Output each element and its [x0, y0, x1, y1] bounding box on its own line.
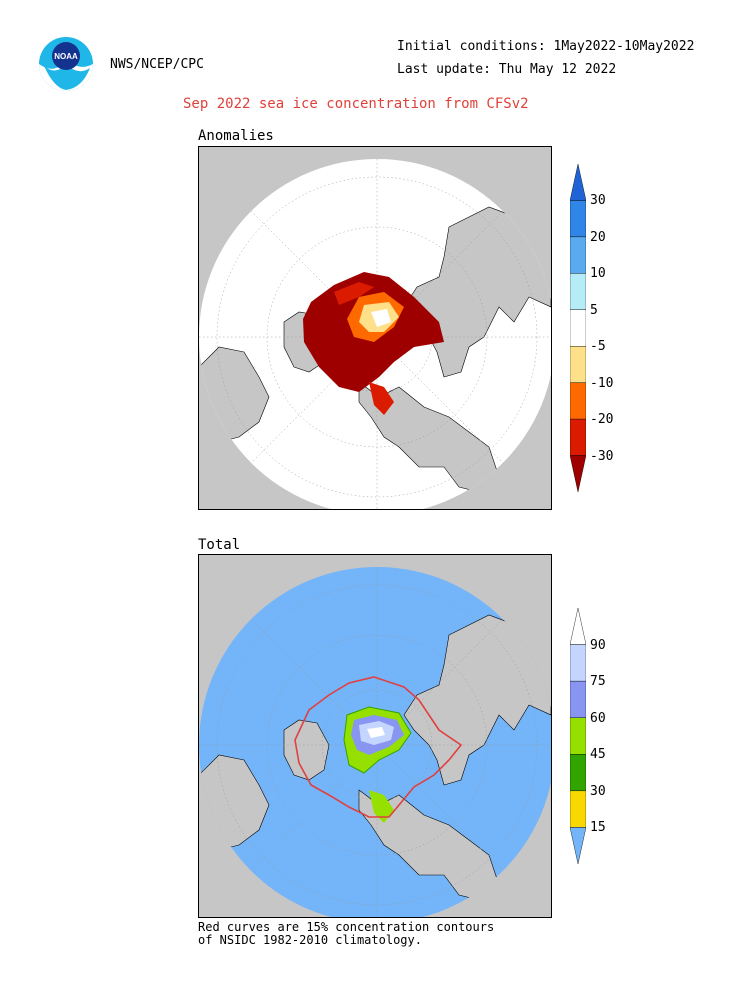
colorbar-label: 5 — [590, 302, 598, 318]
colorbar-label: 30 — [590, 783, 606, 799]
total-map — [198, 554, 552, 918]
colorbar-swatch — [569, 236, 587, 274]
colorbar-label: 10 — [590, 266, 606, 282]
colorbar-swatch — [569, 607, 587, 645]
colorbar-label: -5 — [590, 339, 606, 355]
total-colorbar-graphic — [569, 607, 587, 865]
colorbar-label: -10 — [590, 375, 614, 391]
noaa-logo: NOAA — [38, 36, 94, 92]
anomalies-label: Anomalies — [198, 128, 274, 144]
page-title: Sep 2022 sea ice concentration from CFSv… — [183, 96, 529, 112]
colorbar-swatch — [569, 346, 587, 383]
footnote-line2: of NSIDC 1982-2010 climatology. — [198, 933, 422, 947]
initial-conditions: Initial conditions: 1May2022-10May2022 — [397, 39, 695, 54]
total-colorbar — [569, 607, 587, 865]
last-update: Last update: Thu May 12 2022 — [397, 62, 617, 77]
colorbar-swatch — [569, 382, 587, 420]
anomalies-colorbar-graphic — [569, 163, 587, 493]
colorbar-swatch — [569, 754, 587, 792]
colorbar-swatch — [569, 273, 587, 310]
colorbar-label: 75 — [590, 674, 606, 690]
colorbar-swatch — [569, 827, 587, 865]
colorbar-swatch — [569, 455, 587, 493]
colorbar-swatch — [569, 309, 587, 347]
climatology-15pct-contour — [294, 676, 463, 818]
total-label: Total — [198, 537, 241, 553]
colorbar-label: 90 — [590, 637, 606, 653]
land-greenland — [283, 719, 330, 781]
colorbar-label: 45 — [590, 747, 606, 763]
colorbar-label: 60 — [590, 710, 606, 726]
anomaly-field-zero — [371, 309, 391, 327]
colorbar-swatch — [569, 717, 587, 755]
colorbar-label: -30 — [590, 448, 614, 464]
anomalies-colorbar — [569, 163, 587, 493]
colorbar-swatch — [569, 790, 587, 828]
anomaly-archipelago — [369, 382, 394, 415]
ice-archipelago — [369, 790, 394, 823]
footnote-line1: Red curves are 15% concentration contour… — [198, 920, 495, 934]
colorbar-swatch — [569, 680, 587, 718]
colorbar-label: -20 — [590, 412, 614, 428]
colorbar-swatch — [569, 418, 587, 456]
anomaly-field-moderate — [334, 282, 374, 305]
colorbar-label: 20 — [590, 229, 606, 245]
colorbar-swatch — [569, 644, 587, 682]
anomalies-map — [198, 146, 552, 510]
colorbar-swatch — [569, 163, 587, 201]
colorbar-label: 15 — [590, 820, 606, 836]
noaa-logo-text: NOAA — [54, 52, 78, 61]
colorbar-label: 30 — [590, 193, 606, 209]
source-label: NWS/NCEP/CPC — [110, 57, 204, 72]
colorbar-swatch — [569, 200, 587, 238]
ice-very-high — [367, 727, 385, 738]
